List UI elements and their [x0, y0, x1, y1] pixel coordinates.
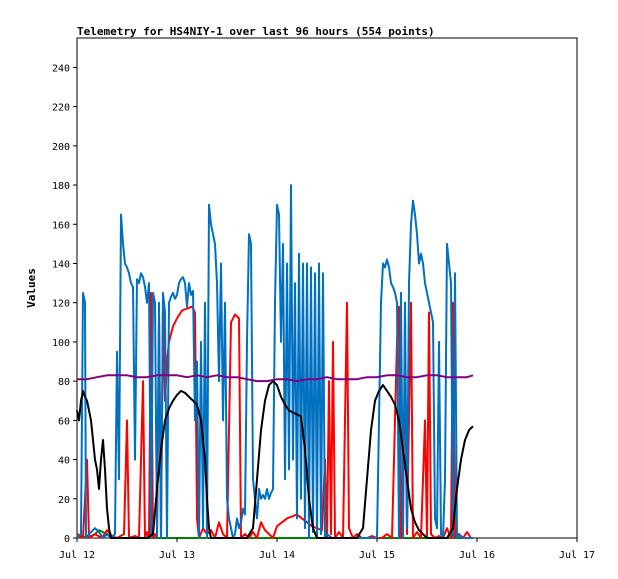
y-tick-label: 180	[52, 181, 70, 192]
x-tick-label: Jul 14	[259, 550, 295, 561]
y-tick-label: 120	[52, 299, 70, 310]
series-line-2	[76, 291, 473, 539]
y-axis: 0 20 40 60 80 100 120 140 160 180 200 220 240	[52, 63, 77, 545]
x-tick-label: Jul 15	[359, 550, 395, 561]
y-tick-label: 240	[52, 63, 70, 74]
y-tick-label: 20	[58, 495, 70, 506]
y-tick-label: 60	[58, 416, 70, 427]
y-tick-label: 160	[52, 220, 70, 231]
x-axis: Jul 12 Jul 13 Jul 14 Jul 15 Jul 16 Jul 17	[59, 538, 595, 561]
y-tick-label: 40	[58, 456, 70, 467]
y-tick-label: 0	[64, 534, 70, 545]
x-tick-label: Jul 13	[159, 550, 195, 561]
y-tick-label: 200	[52, 142, 70, 153]
x-tick-label: Jul 17	[559, 550, 595, 561]
y-tick-label: 100	[52, 338, 70, 349]
y-axis-label: Values	[25, 268, 38, 308]
series-line-3	[76, 184, 473, 539]
y-tick-label: 80	[58, 377, 70, 388]
x-tick-label: Jul 12	[59, 550, 95, 561]
x-tick-label: Jul 16	[459, 550, 495, 561]
chart-title: Telemetry for HS4NIY-1 over last 96 hour…	[77, 25, 435, 38]
y-tick-label: 220	[52, 103, 70, 114]
y-tick-label: 140	[52, 259, 70, 270]
series-line-4	[76, 380, 474, 539]
series-line-5	[77, 374, 474, 383]
series-layer	[76, 184, 474, 539]
